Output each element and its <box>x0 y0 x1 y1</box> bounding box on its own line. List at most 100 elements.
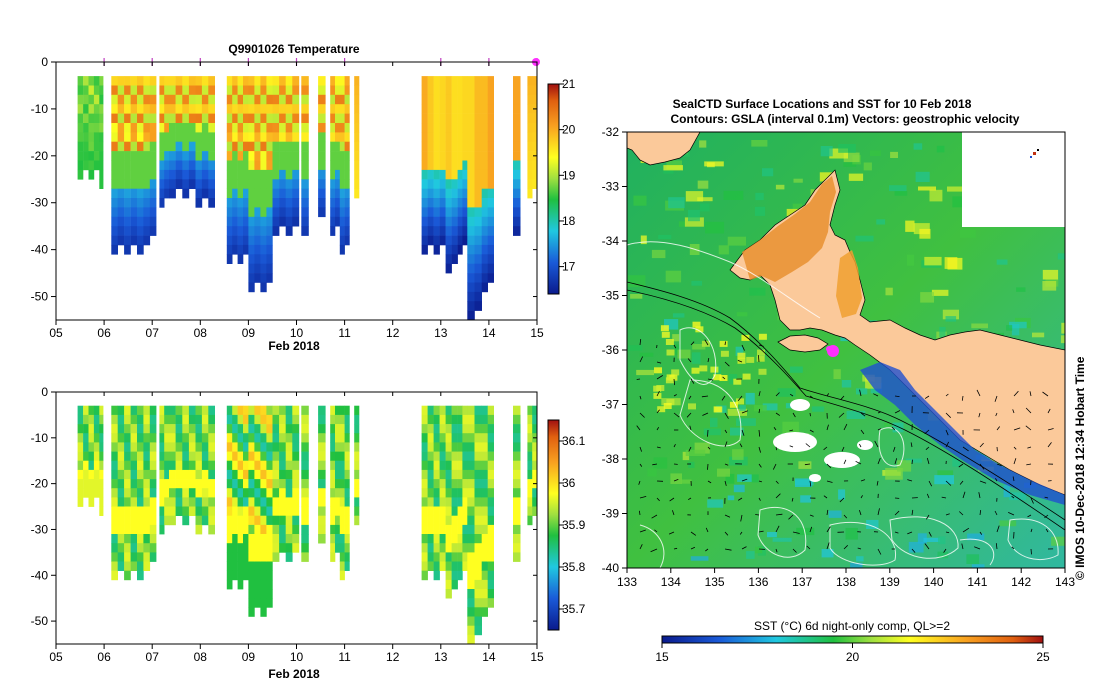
temperature-cell <box>446 236 452 246</box>
temperature-cell <box>458 161 463 171</box>
temperature-cell <box>143 170 150 180</box>
sst-texture-cell <box>739 405 745 411</box>
temperature-cell <box>527 114 532 124</box>
salinity-cell <box>238 452 244 462</box>
temperature-cell <box>260 104 266 114</box>
salinity-cell <box>482 589 488 599</box>
temperature-cell <box>266 226 272 236</box>
temperature-cell <box>169 132 176 142</box>
temperature-cell <box>340 245 345 255</box>
salinity-cell <box>111 461 118 471</box>
salinity-cell <box>488 497 494 507</box>
sst-texture-cell <box>855 236 873 242</box>
temperature-cell <box>254 273 260 283</box>
salinity-cell <box>169 470 176 480</box>
temperature-cell <box>248 245 254 255</box>
salinity-cell <box>78 442 84 452</box>
salinity-cell <box>150 525 157 535</box>
temperature-cell <box>452 114 458 124</box>
salinity-cell <box>89 497 95 507</box>
sst-texture-cell <box>673 313 685 317</box>
salinity-cell <box>279 516 286 526</box>
sst-texture-cell <box>640 353 654 357</box>
temperature-cell <box>458 86 463 96</box>
salinity-cell <box>488 562 494 572</box>
sst-texture-cell <box>653 386 661 392</box>
temperature-cell <box>422 236 428 246</box>
salinity-cell <box>118 488 125 498</box>
salinity-cell <box>286 552 293 562</box>
sst-texture-cell <box>939 327 945 338</box>
salinity-cell <box>137 525 144 535</box>
temperature-cell <box>89 151 95 161</box>
temperature-cell <box>340 114 345 124</box>
salinity-cell <box>124 415 131 425</box>
temperature-cell <box>318 207 326 217</box>
temperature-cell <box>111 142 118 152</box>
salinity-cell <box>527 424 532 434</box>
salinity-cell <box>111 497 118 507</box>
temperature-cell <box>208 161 215 171</box>
salinity-cell <box>164 507 169 517</box>
temperature-cell <box>354 189 359 199</box>
temperature-cell <box>273 104 280 114</box>
salinity-cell <box>286 424 293 434</box>
salinity-cell <box>238 534 244 544</box>
sst-texture-cell <box>916 172 930 182</box>
salinity-cell <box>467 525 475 535</box>
temperature-cell <box>482 142 488 152</box>
sst-texture-cell <box>679 221 686 227</box>
temperature-cell <box>227 86 233 96</box>
salinity-cell <box>422 433 428 443</box>
salinity-cell <box>335 461 340 471</box>
salinity-colorbar-tick-label: 36.1 <box>562 434 586 448</box>
temperature-cell <box>137 95 144 105</box>
temperature-cell <box>475 95 483 105</box>
temperature-cell <box>354 86 359 96</box>
sst-colorbar-tick-label: 20 <box>846 650 860 664</box>
salinity-cell <box>467 534 475 544</box>
salinity-y-tick-label: -40 <box>31 568 49 582</box>
temperature-cell <box>232 114 238 124</box>
no-data-region <box>962 132 1065 227</box>
temperature-cell <box>232 170 238 180</box>
temperature-cell <box>248 273 254 283</box>
temperature-cell <box>243 104 249 114</box>
sst-texture-cell <box>876 219 885 224</box>
salinity-cell <box>434 442 440 452</box>
temperature-cell <box>169 151 176 161</box>
temperature-cell <box>428 132 434 142</box>
salinity-cell <box>196 488 203 498</box>
temperature-cell <box>467 132 475 142</box>
temperature-cell <box>118 207 125 217</box>
salinity-cell <box>458 415 463 425</box>
salinity-cell <box>286 543 293 553</box>
salinity-cell <box>232 543 238 553</box>
temperature-cell <box>330 86 335 96</box>
temperature-cell <box>318 95 326 105</box>
salinity-cell <box>488 415 494 425</box>
temperature-cell <box>164 123 169 133</box>
temperature-cell <box>458 217 463 227</box>
salinity-cell <box>94 488 100 498</box>
salinity-cell <box>254 470 260 480</box>
temperature-cell <box>99 161 103 171</box>
temperature-cell <box>345 217 350 227</box>
temperature-cell <box>143 226 150 236</box>
salinity-cell <box>169 433 176 443</box>
salinity-cell <box>345 433 350 443</box>
salinity-cell <box>462 507 467 517</box>
temperature-cell <box>248 236 254 246</box>
temperature-cell <box>266 236 272 246</box>
salinity-cell <box>440 479 446 489</box>
temperature-cell <box>189 142 196 152</box>
temperature-cell <box>254 95 260 105</box>
sst-texture-cell <box>700 204 710 212</box>
salinity-cell <box>78 452 84 462</box>
temperature-cell <box>118 142 125 152</box>
temperature-title: Q9901026 Temperature <box>228 42 360 56</box>
salinity-cell <box>99 488 103 498</box>
salinity-cell <box>260 516 266 526</box>
sst-texture-cell <box>1016 287 1025 291</box>
temperature-cell <box>78 170 84 180</box>
